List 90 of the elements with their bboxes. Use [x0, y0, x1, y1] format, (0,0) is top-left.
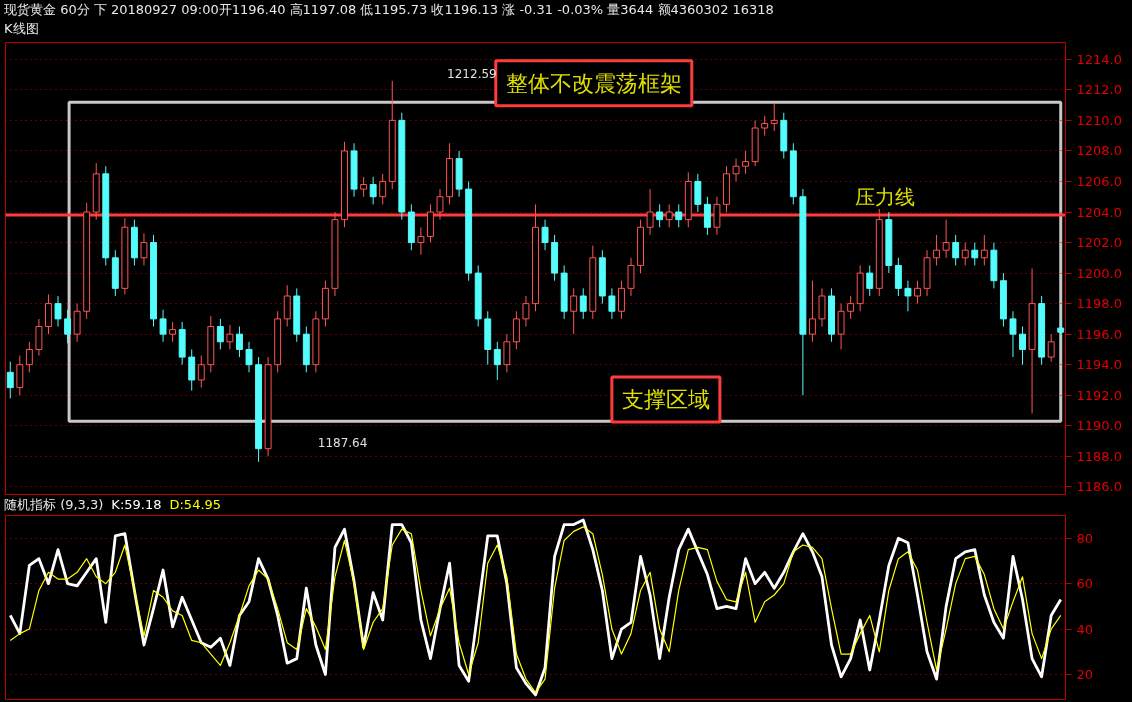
candlestick — [360, 176, 368, 198]
y-tick-label: 1194.0 — [1076, 357, 1122, 373]
candlestick — [904, 280, 912, 312]
candlestick — [35, 318, 43, 357]
candlestick — [236, 326, 243, 358]
candlestick — [742, 150, 750, 175]
candlestick — [16, 355, 24, 396]
y-tick-label: 1198.0 — [1076, 296, 1122, 312]
candlestick — [980, 234, 988, 266]
candlestick — [379, 173, 387, 205]
candlestick — [818, 287, 826, 328]
candlestick — [436, 188, 444, 221]
y-tick-label: 1196.0 — [1076, 326, 1122, 342]
candlestick — [73, 303, 81, 343]
candlestick — [608, 287, 616, 320]
candlestick — [656, 203, 664, 228]
y-tick-label: 60 — [1076, 576, 1094, 592]
candlestick — [952, 234, 960, 266]
candlestick — [703, 196, 711, 236]
annotation: 1187.64 — [317, 436, 368, 451]
candlestick — [188, 348, 196, 392]
candlestick — [627, 257, 635, 297]
candlestick — [216, 318, 224, 350]
candlestick — [493, 341, 501, 381]
candlestick — [159, 309, 167, 343]
candlestick — [894, 257, 902, 297]
y-tick-label: 20 — [1076, 667, 1094, 683]
candlestick — [245, 341, 253, 373]
candlestick — [1009, 310, 1017, 358]
candlestick — [1019, 326, 1026, 366]
candlestick — [64, 309, 72, 344]
candlestick — [675, 203, 683, 228]
chart-title: 现货黄金 60分 下 20180927 09:00开1196.40 高1197.08 低1195.73 收1196.13 涨 -0.31 -0.03% 量3644 额4360302 16318 — [4, 2, 774, 17]
y-tick-label: 80 — [1076, 530, 1094, 546]
annotation: 整体不改震荡框架 — [505, 70, 682, 96]
y-tick-label: 1210.0 — [1076, 112, 1122, 128]
candlestick — [866, 264, 874, 297]
candlestick — [570, 287, 578, 335]
candlestick — [665, 203, 673, 228]
y-tick-label: 1192.0 — [1076, 387, 1122, 403]
y-tick-label: 1212.0 — [1076, 82, 1122, 98]
candlestick — [971, 242, 979, 266]
candlestick — [933, 234, 941, 266]
y-tick-label: 1186.0 — [1076, 479, 1122, 495]
candlestick — [503, 333, 511, 373]
candlestick — [169, 321, 177, 343]
candlestick — [197, 355, 205, 389]
candlestick — [713, 196, 721, 236]
chart-subtitle: K线图 — [4, 21, 39, 36]
candlestick — [140, 232, 148, 266]
candlestick — [732, 158, 740, 182]
candlestick — [6, 361, 14, 399]
candlestick — [45, 293, 52, 335]
candlestick — [369, 176, 377, 205]
y-tick-label: 1202.0 — [1076, 235, 1122, 251]
candlestick — [541, 219, 549, 251]
candlestick — [847, 295, 855, 320]
chart-title: 随机指标 (9,3,3) — [4, 497, 104, 512]
y-tick-label: 40 — [1076, 621, 1094, 637]
y-tick-label: 1214.0 — [1076, 51, 1122, 67]
text: D:54.95 — [169, 497, 222, 512]
candlestick — [512, 310, 520, 350]
y-tick-label: 1190.0 — [1076, 418, 1122, 434]
annotation: 支撑区域 — [621, 387, 710, 413]
candlestick — [226, 324, 234, 350]
candlestick — [417, 226, 425, 256]
candlestick — [54, 295, 62, 328]
ref-line-label: 压力线 — [855, 185, 916, 210]
candlestick — [646, 188, 654, 236]
candlestick — [694, 173, 702, 213]
y-tick-label: 1188.0 — [1076, 448, 1122, 464]
candlestick — [579, 287, 587, 320]
candlestick — [617, 280, 625, 320]
candlestick — [522, 295, 530, 328]
candlestick — [1057, 317, 1065, 339]
candlestick — [837, 303, 845, 350]
candlestick — [1047, 333, 1055, 363]
y-tick-label: 1204.0 — [1076, 204, 1122, 220]
y-tick-label: 1206.0 — [1076, 173, 1122, 189]
candlestick — [770, 103, 778, 132]
candlestick — [942, 219, 950, 259]
y-tick-label: 1200.0 — [1076, 265, 1122, 281]
candlestick — [25, 341, 33, 373]
candlestick — [961, 242, 969, 266]
candlestick — [808, 280, 816, 343]
y-tick-label: 1208.0 — [1076, 143, 1122, 159]
candlestick — [761, 115, 769, 137]
candlestick — [283, 284, 291, 328]
series-label: K:59.18 — [111, 497, 162, 512]
candlestick — [914, 280, 921, 305]
